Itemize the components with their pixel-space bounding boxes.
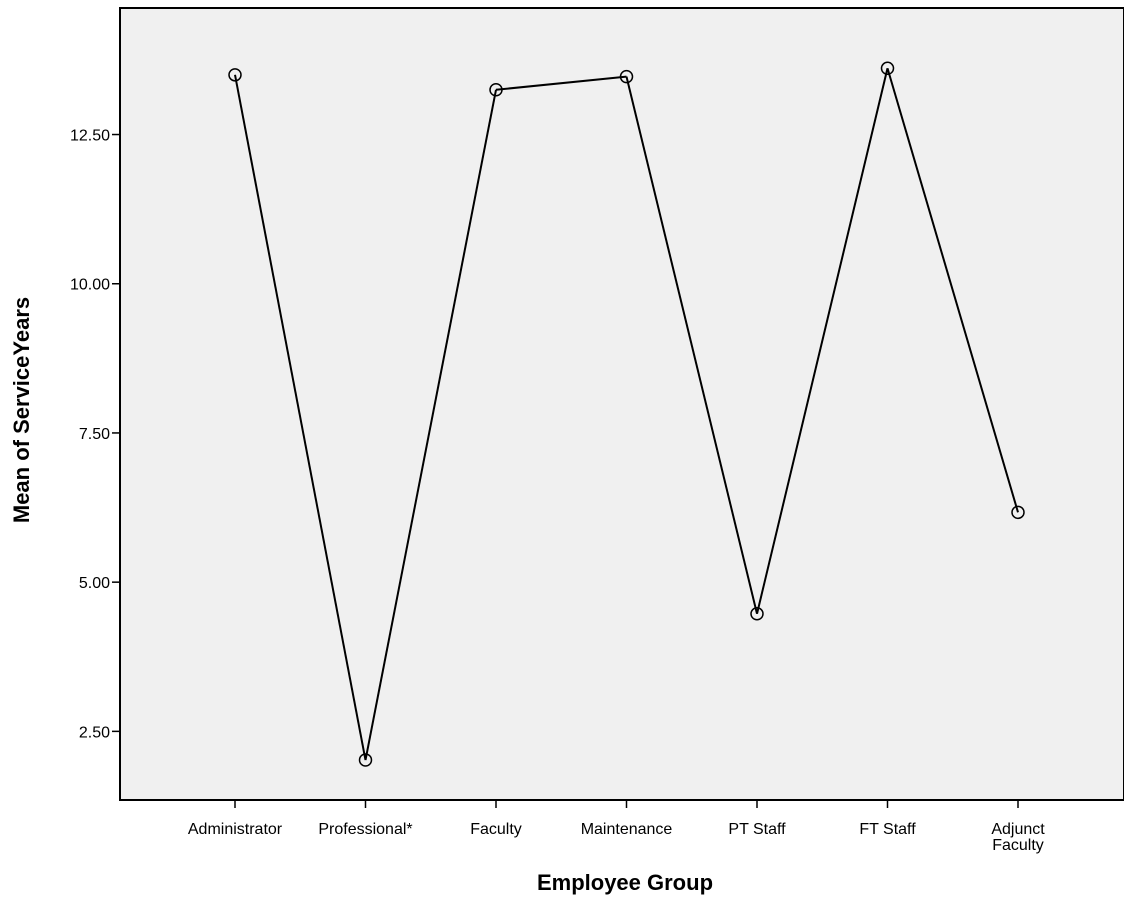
x-tick-label: Professional* [318,821,412,838]
x-tick-label: Faculty [470,821,522,838]
series-line-segment [625,76,758,615]
y-axis-ticks: 2.50 5.00 7.50 10.00 12.50 [70,128,120,741]
x-tick-label: FT Staff [859,821,916,838]
series-markers [228,61,1025,767]
data-point [489,83,503,97]
series-line [234,67,1019,761]
data-point [619,69,634,84]
y-axis-title: Mean of ServiceYears [9,297,34,523]
data-point [358,753,373,767]
x-tick-label-line: Faculty [992,837,1044,854]
x-tick-label-line: PT Staff [728,821,786,838]
x-tick-label: Adjunct Faculty [991,821,1045,854]
series-line-segment [886,67,1019,513]
series-line-segment [495,75,627,91]
data-point [1011,505,1025,520]
x-tick-label: Administrator [188,821,283,838]
series-line-segment [364,89,497,761]
x-axis-title: Employee Group [537,870,713,895]
series-line-segment [234,74,367,761]
series-line-segment [756,68,889,615]
y-tick-label: 10.00 [70,277,110,294]
x-tick-label-line: FT Staff [859,821,916,838]
x-axis-ticks: Administrator Professional* Faculty Mainten… [188,800,1045,854]
y-tick-label: 12.50 [70,128,110,145]
data-point [750,607,764,621]
x-tick-label-line: Maintenance [581,821,673,838]
y-tick-label: 5.00 [79,575,110,592]
x-tick-label-line: Administrator [188,821,283,838]
data-point [880,61,895,76]
x-tick-label-line: Adjunct [991,821,1045,838]
x-tick-label-line: Professional* [318,821,412,838]
data-point [228,68,242,82]
x-tick-label-line: Faculty [470,821,522,838]
y-tick-label: 2.50 [79,724,110,741]
x-tick-label: Maintenance [581,821,673,838]
plot-area [119,7,1124,801]
x-tick-label: PT Staff [728,821,786,838]
y-tick-label: 7.50 [79,426,110,443]
